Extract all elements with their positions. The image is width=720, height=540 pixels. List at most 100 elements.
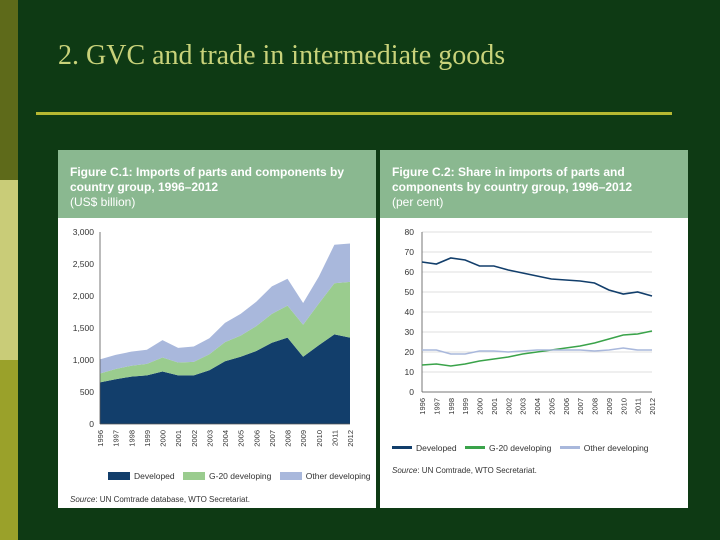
x-tick-label: 2005 (547, 398, 556, 415)
x-tick-label: 2001 (174, 430, 183, 447)
side-accent-top (0, 0, 18, 180)
x-tick-label: 2010 (315, 430, 324, 447)
figure-c1-unit: (US$ billion) (70, 195, 136, 209)
legend-swatch-g20 (183, 472, 206, 480)
figure-c1-legend: Developed G-20 developing Other developi… (108, 471, 377, 482)
x-tick-label: 2006 (252, 430, 261, 447)
x-tick-label: 2001 (490, 398, 499, 415)
x-tick-label: 2012 (648, 398, 657, 415)
x-tick-label: 2010 (619, 398, 628, 415)
x-tick-label: 2000 (476, 398, 485, 415)
x-tick-label: 1996 (418, 398, 427, 415)
y-tick-label: 2,500 (73, 259, 95, 269)
area-other-developing (100, 243, 350, 374)
legend-label-g20: G-20 developing (209, 471, 272, 481)
x-tick-label: 2009 (605, 398, 614, 415)
legend-line-other (559, 446, 580, 449)
y-tick-label: 70 (405, 247, 415, 257)
legend-label-g20: G-20 developing (489, 442, 552, 453)
area-g-20-developing (100, 281, 350, 383)
side-accent-bottom (0, 360, 18, 540)
legend-line-developed (392, 446, 412, 449)
figure-c2-header: Figure C.2: Share in imports of parts an… (380, 150, 688, 218)
source-text: : UN Comtrade, WTO Secretariat. (417, 466, 537, 475)
y-tick-label: 500 (80, 387, 94, 397)
side-accent-middle (0, 180, 18, 360)
y-tick-label: 80 (405, 227, 415, 237)
slide-title: 2. GVC and trade in intermediate goods (58, 40, 506, 71)
legend-item-other: Other developing (559, 442, 649, 453)
x-tick-label: 1999 (461, 398, 470, 415)
x-tick-label: 1997 (432, 398, 441, 415)
legend-label-other: Other developing (583, 442, 649, 453)
x-tick-label: 2011 (330, 430, 339, 446)
x-tick-label: 2007 (576, 398, 585, 415)
figure-c2-panel: Figure C.2: Share in imports of parts an… (380, 150, 688, 508)
title-underline (36, 112, 672, 115)
line-other-developing (422, 347, 652, 355)
y-tick-label: 10 (405, 367, 415, 377)
figure-c2-title-line2: components by country group, 1996–2012 (392, 180, 633, 194)
x-tick-label: 2012 (346, 430, 355, 447)
source-label: Source (70, 495, 96, 504)
legend-swatch-developed (108, 472, 130, 480)
figure-c1-title: Figure C.1: Imports of parts and compone… (70, 165, 344, 210)
figure-c1-header: Figure C.1: Imports of parts and compone… (58, 150, 376, 218)
x-tick-label: 1997 (112, 430, 121, 447)
x-tick-label: 2002 (504, 398, 513, 415)
y-tick-label: 2,000 (73, 291, 95, 301)
x-tick-label: 2011 (634, 398, 643, 414)
legend-line-g20 (465, 446, 486, 449)
source-label: Source (392, 466, 418, 475)
line-developed (421, 257, 653, 297)
x-tick-label: 2000 (159, 430, 168, 447)
figure-c2-unit: (per cent) (392, 195, 444, 209)
x-tick-label: 2009 (299, 430, 308, 447)
y-tick-label: 30 (405, 327, 415, 337)
x-tick-label: 2003 (519, 398, 528, 415)
y-tick-label: 1,000 (73, 355, 95, 365)
x-tick-label: 2008 (284, 430, 293, 447)
x-tick-label: 2004 (533, 398, 542, 415)
legend-item-other: Other developing (279, 471, 371, 481)
legend-swatch-other (279, 472, 302, 480)
figure-c2-source: Source: UN Comtrade, WTO Secretariat. (392, 466, 537, 475)
x-tick-label: 2004 (221, 430, 230, 447)
figure-c1-source: Source: UN Comtrade database, WTO Secret… (70, 495, 250, 504)
y-tick-label: 0 (89, 419, 94, 429)
y-tick-label: 1,500 (73, 323, 95, 333)
legend-item-developed: Developed (108, 471, 175, 481)
figure-c1-title-line1: Figure C.1: Imports of parts and compone… (70, 165, 345, 179)
x-tick-label: 2003 (205, 430, 214, 447)
y-tick-label: 20 (405, 347, 415, 357)
y-tick-label: 3,000 (73, 227, 95, 237)
x-tick-label: 2005 (237, 430, 246, 447)
legend-item-developed: Developed (392, 443, 457, 453)
x-tick-label: 1996 (96, 430, 105, 447)
x-tick-label: 1998 (447, 398, 456, 415)
legend-item-g20: G-20 developing (183, 471, 271, 481)
legend-label-developed: Developed (134, 471, 175, 481)
x-tick-label: 2007 (268, 430, 277, 447)
y-tick-label: 50 (405, 287, 415, 297)
x-tick-label: 2008 (591, 398, 600, 415)
x-tick-label: 1998 (127, 430, 136, 447)
source-text: : UN Comtrade database, WTO Secretariat. (95, 495, 250, 504)
legend-label-developed: Developed (416, 442, 457, 453)
figure-c1-title-line2: country group, 1996–2012 (70, 180, 219, 194)
figure-c2-title-line1: Figure C.2: Share in imports of parts an… (392, 165, 625, 179)
x-tick-label: 2006 (562, 398, 571, 415)
legend-label-other: Other developing (305, 471, 371, 481)
area-developed (100, 334, 350, 424)
y-tick-label: 60 (405, 267, 415, 277)
figure-c2-title: Figure C.2: Share in imports of parts an… (392, 165, 632, 210)
y-tick-label: 40 (405, 307, 415, 317)
y-tick-label: 0 (409, 387, 414, 397)
x-tick-label: 1999 (143, 430, 152, 447)
legend-item-g20: G-20 developing (465, 443, 551, 453)
line-g-20-developing (421, 330, 653, 367)
figure-c2-legend: Developed G-20 developing Other developi… (392, 441, 655, 453)
figure-c1-panel: Figure C.1: Imports of parts and compone… (58, 150, 376, 508)
